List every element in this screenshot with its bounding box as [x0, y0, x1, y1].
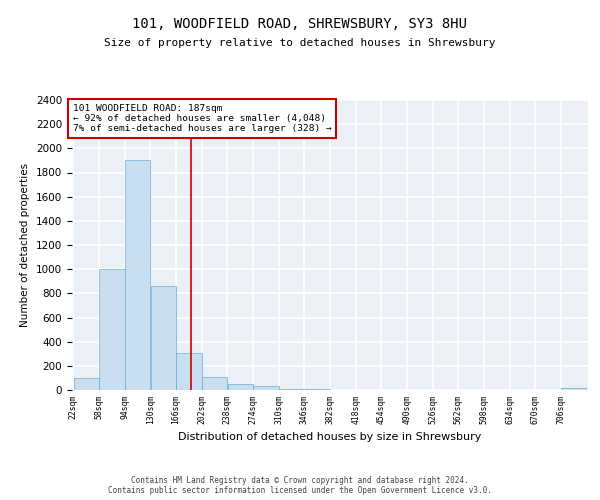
X-axis label: Distribution of detached houses by size in Shrewsbury: Distribution of detached houses by size …: [178, 432, 482, 442]
Bar: [99, 268, 125, 390]
Bar: [125, 160, 150, 390]
Text: 101, WOODFIELD ROAD, SHREWSBURY, SY3 8HU: 101, WOODFIELD ROAD, SHREWSBURY, SY3 8HU: [133, 18, 467, 32]
Bar: [279, 389, 304, 390]
Text: 101 WOODFIELD ROAD: 187sqm
← 92% of detached houses are smaller (4,048)
7% of se: 101 WOODFIELD ROAD: 187sqm ← 92% of deta…: [73, 104, 331, 134]
Bar: [176, 352, 202, 390]
Bar: [151, 286, 176, 390]
Bar: [561, 388, 586, 390]
Bar: [227, 384, 253, 390]
Bar: [253, 386, 278, 390]
Text: Size of property relative to detached houses in Shrewsbury: Size of property relative to detached ho…: [104, 38, 496, 48]
Bar: [74, 378, 99, 390]
Text: Contains HM Land Registry data © Crown copyright and database right 2024.
Contai: Contains HM Land Registry data © Crown c…: [108, 476, 492, 495]
Y-axis label: Number of detached properties: Number of detached properties: [20, 163, 31, 327]
Bar: [202, 378, 227, 390]
